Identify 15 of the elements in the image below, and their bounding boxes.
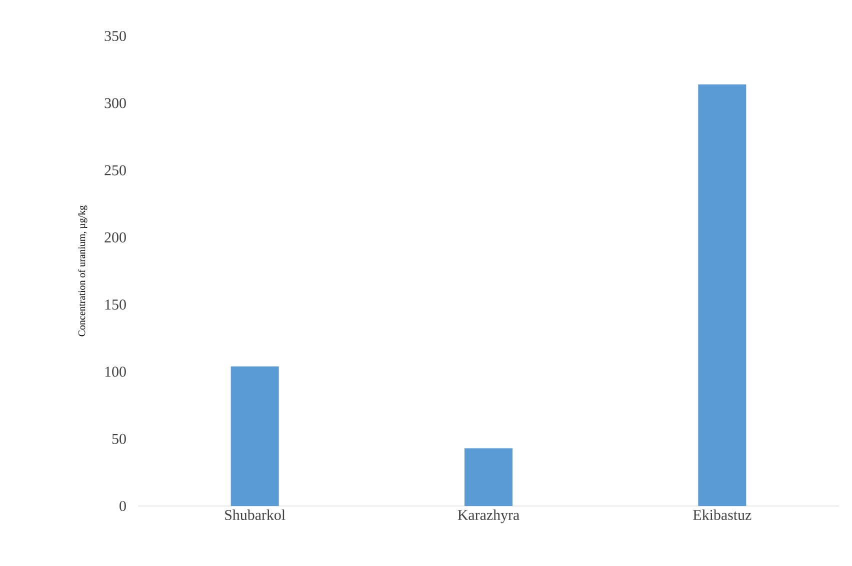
bar [698,84,746,506]
y-tick-label: 300 [104,98,126,108]
y-tick-label: 350 [104,30,126,42]
y-tick-label: 100 [105,366,126,377]
x-tick-label: Ekibastuz [693,510,752,520]
bar [464,448,513,506]
bar [230,366,279,506]
y-tick-label: 200 [104,232,126,242]
y-tick-label: 250 [104,165,126,176]
x-tick-label: Shubarkol [225,510,286,520]
y-tick-label: 0 [120,500,126,512]
x-tick-label: Karazhyra [458,510,520,524]
y-tick-label: 150 [105,300,126,310]
y-axis-title: Concentration of uranium, µg/kg [78,205,88,336]
y-tick-label: 50 [112,434,126,444]
